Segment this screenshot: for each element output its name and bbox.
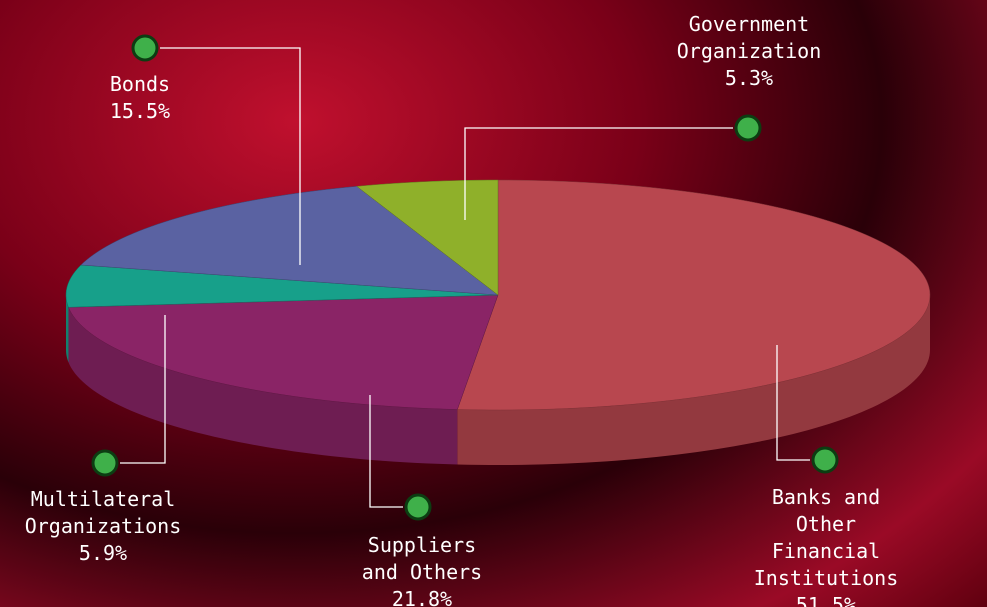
value-label: 5.3% [724,66,774,90]
leader-line [120,315,166,464]
slice-label: Government Organization 5.3% [677,11,822,92]
marker-dot [91,449,119,477]
leader-line [369,395,403,508]
pie-slice [80,186,499,296]
value-label: 15.5% [109,99,171,123]
slice-label: Suppliers and Others 21.8% [362,532,482,607]
value-label: 21.8% [391,587,453,607]
marker-dot [404,493,432,521]
category-label: Suppliers and Others [361,533,483,584]
marker-dot [131,34,159,62]
category-label: Multilateral Organizations [24,487,182,538]
category-label: Government Organization [676,12,822,63]
leader-line [776,345,810,461]
slice-label: Banks and Other Financial Institutions 51… [746,484,907,607]
marker-dot [811,446,839,474]
value-label: 5.9% [78,541,128,565]
slice-label: Multilateral Organizations 5.9% [25,486,182,567]
leader-line [160,47,301,265]
marker-dot [734,114,762,142]
pie-slice [68,294,499,410]
value-label: 51.5% [795,593,857,607]
leader-line [464,127,733,220]
pie-slice [356,179,499,296]
category-label: Banks and Other Financial Institutions [753,485,899,590]
pie-slice [65,264,499,308]
pie [65,179,931,465]
leader-lines [91,34,839,521]
pie-side [68,307,458,465]
pie-side [66,295,69,363]
pie-side [457,295,930,465]
slice-label: Bonds 15.5% [110,71,170,125]
category-label: Bonds [109,72,171,96]
pie-slice [456,179,931,411]
